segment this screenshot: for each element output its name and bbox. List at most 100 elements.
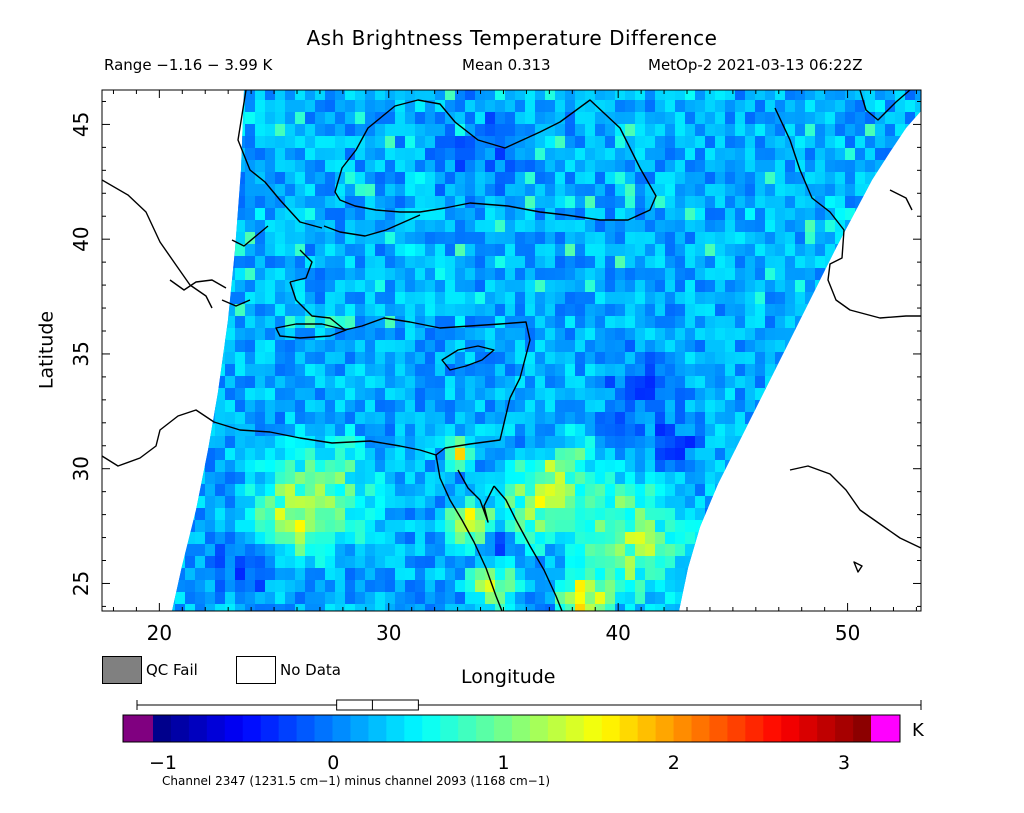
colorbar-cell bbox=[853, 715, 872, 742]
swath-pixel bbox=[525, 136, 536, 149]
swath-pixel bbox=[655, 376, 666, 389]
swath-pixel bbox=[815, 256, 826, 269]
swath-pixel bbox=[505, 424, 516, 437]
swath-pixel bbox=[445, 112, 456, 125]
swath-pixel bbox=[825, 328, 836, 341]
swath-pixel bbox=[175, 484, 186, 497]
swath-pixel bbox=[915, 280, 921, 293]
swath-pixel bbox=[275, 90, 286, 101]
swath-pixel bbox=[805, 352, 816, 365]
swath-pixel bbox=[815, 160, 826, 173]
swath-pixel bbox=[795, 352, 806, 365]
swath-pixel bbox=[405, 484, 416, 497]
swath-pixel bbox=[735, 592, 746, 605]
swath-pixel bbox=[175, 328, 186, 341]
swath-pixel bbox=[405, 184, 416, 197]
swath-pixel bbox=[305, 196, 316, 209]
swath-pixel bbox=[685, 244, 696, 257]
swath-pixel bbox=[395, 544, 406, 557]
swath-pixel bbox=[835, 544, 846, 557]
swath-pixel bbox=[172, 424, 176, 437]
swath-pixel bbox=[525, 388, 536, 401]
swath-pixel bbox=[545, 184, 556, 197]
swath-pixel bbox=[505, 136, 516, 149]
swath-pixel bbox=[725, 112, 736, 125]
swath-pixel bbox=[585, 388, 596, 401]
swath-pixel bbox=[265, 556, 276, 569]
swath-pixel bbox=[905, 160, 916, 173]
swath-pixel bbox=[505, 256, 516, 269]
swath-pixel bbox=[505, 544, 516, 557]
swath-pixel bbox=[775, 568, 786, 581]
swath-pixel bbox=[535, 496, 546, 509]
swath-pixel bbox=[545, 412, 556, 425]
swath-pixel bbox=[725, 184, 736, 197]
swath-pixel bbox=[895, 508, 906, 521]
swath-pixel bbox=[565, 124, 576, 137]
swath-pixel bbox=[635, 448, 646, 461]
swath-pixel bbox=[175, 340, 186, 353]
swath-pixel bbox=[635, 112, 646, 125]
swath-pixel bbox=[545, 172, 556, 185]
swath-pixel bbox=[845, 592, 856, 605]
swath-pixel bbox=[195, 136, 206, 149]
swath-pixel bbox=[905, 460, 916, 473]
swath-pixel bbox=[575, 196, 586, 209]
colorbar-cells bbox=[122, 714, 901, 743]
swath-pixel bbox=[745, 352, 756, 365]
swath-pixel bbox=[655, 316, 666, 329]
swath-pixel bbox=[405, 244, 416, 257]
swath-pixel bbox=[615, 484, 626, 497]
swath-pixel bbox=[235, 352, 246, 365]
swath-pixel bbox=[295, 592, 306, 605]
swath-pixel bbox=[455, 232, 466, 245]
coastline-red-sea-east bbox=[493, 485, 563, 611]
swath-pixel bbox=[845, 412, 856, 425]
swath-pixel bbox=[235, 172, 246, 185]
swath-pixel bbox=[915, 592, 921, 605]
swath-pixel bbox=[705, 568, 716, 581]
swath-pixel bbox=[295, 400, 306, 413]
swath-pixel bbox=[595, 244, 606, 257]
swath-pixel bbox=[395, 484, 406, 497]
swath-pixel bbox=[775, 424, 786, 437]
swath-pixel bbox=[645, 364, 656, 377]
swath-pixel bbox=[345, 388, 356, 401]
colorbar-cell bbox=[673, 715, 692, 742]
swath-pixel bbox=[275, 244, 286, 257]
swath-pixel bbox=[172, 172, 176, 185]
swath-pixel bbox=[305, 352, 316, 365]
swath-pixel bbox=[225, 196, 236, 209]
swath-pixel bbox=[335, 388, 346, 401]
swath-pixel bbox=[425, 520, 436, 533]
swath-pixel bbox=[685, 304, 696, 317]
swath-pixel bbox=[585, 496, 596, 509]
swath-pixel bbox=[435, 436, 446, 449]
swath-pixel bbox=[545, 436, 556, 449]
swath-pixel bbox=[615, 508, 626, 521]
swath-pixel bbox=[545, 484, 556, 497]
swath-pixel bbox=[875, 328, 886, 341]
swath-pixel bbox=[605, 280, 616, 293]
swath-pixel bbox=[745, 544, 756, 557]
swath-pixel bbox=[905, 376, 916, 389]
swath-pixel bbox=[415, 508, 426, 521]
swath-pixel bbox=[275, 568, 286, 581]
swath-pixel bbox=[395, 376, 406, 389]
swath-pixel bbox=[905, 316, 916, 329]
swath-pixel bbox=[485, 448, 496, 461]
swath-pixel bbox=[545, 496, 556, 509]
swath-pixel bbox=[635, 496, 646, 509]
swath-pixel bbox=[215, 424, 226, 437]
swath-pixel bbox=[525, 544, 536, 557]
swath-pixel bbox=[765, 292, 776, 305]
swath-pixel bbox=[505, 364, 516, 377]
swath-pixel bbox=[315, 532, 326, 545]
swath-pixel bbox=[455, 508, 466, 521]
swath-pixel bbox=[715, 304, 726, 317]
swath-pixel bbox=[665, 364, 676, 377]
swath-pixel bbox=[195, 364, 206, 377]
swath-pixel bbox=[805, 400, 816, 413]
swath-pixel bbox=[245, 316, 256, 329]
swath-pixel bbox=[395, 148, 406, 161]
